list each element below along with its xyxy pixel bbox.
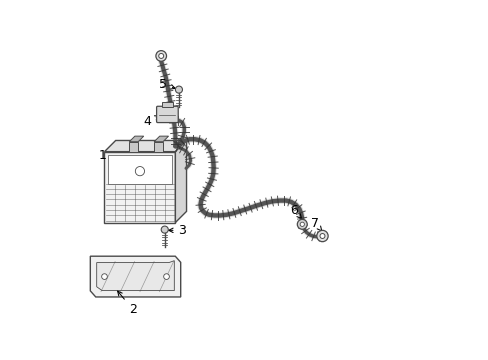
Circle shape: [102, 274, 107, 279]
Circle shape: [297, 219, 306, 229]
Circle shape: [161, 226, 168, 233]
Text: 2: 2: [118, 291, 137, 316]
Polygon shape: [175, 140, 186, 222]
Polygon shape: [154, 136, 168, 142]
FancyBboxPatch shape: [104, 152, 175, 222]
FancyBboxPatch shape: [161, 102, 173, 107]
FancyBboxPatch shape: [156, 106, 178, 123]
Circle shape: [175, 86, 182, 93]
Text: 3: 3: [168, 224, 186, 237]
Circle shape: [163, 274, 169, 279]
Text: 1: 1: [99, 149, 119, 163]
FancyBboxPatch shape: [129, 142, 138, 152]
Circle shape: [135, 167, 144, 176]
Text: 7: 7: [311, 217, 322, 231]
Text: 6: 6: [289, 204, 301, 219]
Text: 4: 4: [143, 115, 159, 128]
Polygon shape: [129, 136, 143, 142]
FancyBboxPatch shape: [108, 155, 171, 184]
Text: 5: 5: [159, 78, 175, 91]
Circle shape: [156, 51, 166, 61]
Circle shape: [159, 54, 163, 58]
Polygon shape: [104, 140, 186, 152]
Circle shape: [300, 222, 304, 226]
FancyBboxPatch shape: [154, 142, 163, 152]
Polygon shape: [90, 256, 181, 297]
Circle shape: [319, 234, 325, 238]
Polygon shape: [97, 261, 174, 291]
Circle shape: [316, 230, 327, 242]
